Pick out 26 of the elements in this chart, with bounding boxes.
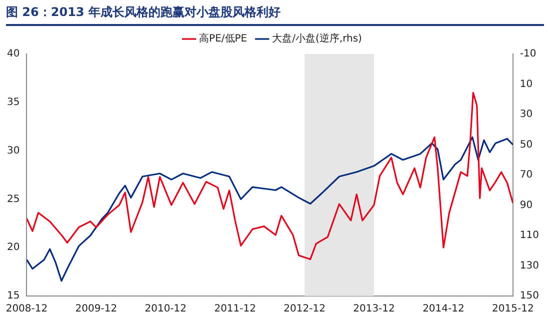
y-tick-label: 30 — [6, 145, 20, 156]
y2-tick-label: 110 — [520, 230, 540, 242]
x-tick-label: 2010-12 — [144, 304, 187, 315]
y2-tick-label: 70 — [520, 170, 533, 181]
y-tick-label: 15 — [6, 290, 20, 302]
legend-label: 高PE/低PE — [199, 32, 248, 45]
x-tick-label: 2009-12 — [75, 304, 118, 315]
x-tick-label: 2015-12 — [492, 304, 534, 315]
y-tick-label: 25 — [6, 194, 20, 205]
y2-tick-label: 30 — [520, 109, 533, 120]
y2-tick-label: 50 — [520, 139, 533, 150]
x-tick-label: 2012-12 — [284, 304, 326, 315]
y-tick-label: 40 — [6, 48, 20, 60]
legend-label: 大盘/小盘(逆序,rhs) — [272, 32, 362, 45]
y2-tick-label: 10 — [520, 78, 533, 90]
y2-tick-label: -10 — [520, 48, 536, 60]
chart-title: 图 26：2013 年成长风格的跑赢对小盘股风格利好 — [6, 4, 544, 26]
x-tick-label: 2008-12 — [6, 304, 48, 315]
y-tick-label: 20 — [6, 242, 20, 254]
x-tick-label: 2013-12 — [353, 304, 395, 315]
y-tick-label: 35 — [6, 96, 20, 108]
y2-tick-label: 90 — [520, 200, 533, 211]
y2-tick-label: 130 — [520, 260, 540, 272]
x-tick-label: 2014-12 — [422, 304, 464, 315]
y2-tick-label: 150 — [520, 290, 540, 302]
x-tick-label: 2011-12 — [214, 304, 256, 315]
